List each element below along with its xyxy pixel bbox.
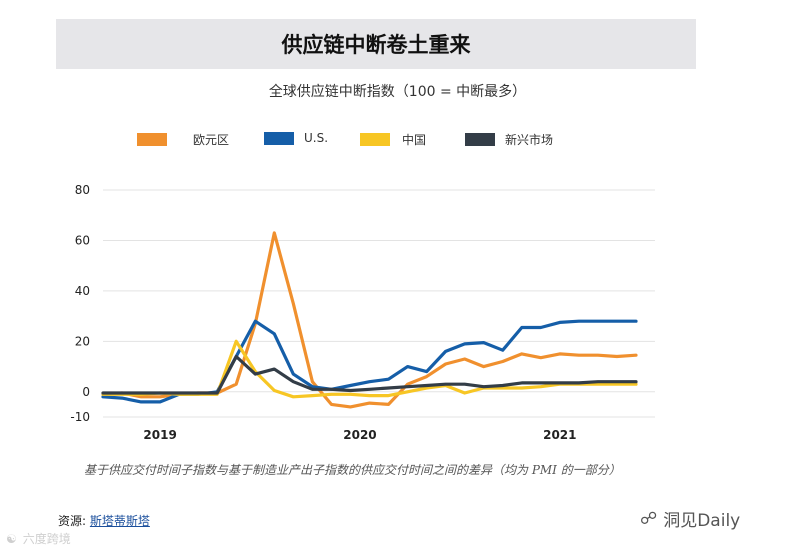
source-label: 资源: — [58, 514, 87, 528]
watermark-right: ☍ 洞见Daily — [640, 506, 741, 532]
chart-title: 供应链中断卷土重来 — [281, 33, 471, 57]
legend-label-emerging: 新兴市场 — [505, 133, 554, 147]
chart-caption: 基于供应交付时间子指数与基于制造业产出子指数的供应交付时间之间的差异（均为 PM… — [84, 463, 621, 477]
legend-item-china: 中国 — [360, 131, 426, 148]
y-tick-label: 20 — [75, 334, 90, 348]
legend-swatch-emerging — [465, 133, 495, 146]
source-link[interactable]: 斯塔蒂斯塔 — [89, 514, 150, 528]
watermark-left-text: 六度跨境 — [22, 532, 71, 546]
y-tick-label: -10 — [70, 410, 90, 424]
legend-label-china: 中国 — [402, 133, 427, 147]
wechat-icon: ☍ — [640, 508, 658, 529]
legend: 欧元区 U.S. 中国 新兴市场 — [0, 131, 795, 151]
y-tick-label: 80 — [75, 183, 90, 197]
legend-label-us: U.S. — [304, 131, 329, 145]
y-tick-label: 40 — [75, 284, 90, 298]
watermark-left: ☯ 六度跨境 — [6, 530, 71, 547]
x-tick-label: 2019 — [143, 428, 176, 442]
series-line-3 — [101, 354, 638, 395]
chart-title-banner: 供应链中断卷土重来 — [56, 19, 696, 69]
line-chart: 80 60 40 20 0 -10 2019 2020 2021 — [70, 183, 655, 442]
legend-item-us: U.S. — [264, 131, 328, 145]
x-tick-label: 2020 — [343, 428, 376, 442]
chart-subtitle: 全球供应链中断指数（100 = 中断最多） — [268, 84, 527, 100]
source-line: 资源: 斯塔蒂斯塔 — [58, 512, 150, 529]
watermark-right-text: 洞见Daily — [663, 511, 741, 531]
legend-swatch-us — [264, 131, 294, 145]
legend-label-eurozone: 欧元区 — [193, 133, 230, 147]
x-tick-label: 2021 — [543, 428, 576, 442]
legend-swatch-china — [360, 133, 390, 146]
legend-item-eurozone: 欧元区 — [137, 131, 229, 148]
y-tick-label: 0 — [82, 385, 90, 399]
watermark-logo-icon: ☯ — [6, 532, 17, 546]
legend-swatch-eurozone — [137, 133, 167, 146]
y-tick-label: 60 — [75, 233, 90, 247]
legend-item-emerging: 新兴市场 — [465, 131, 553, 148]
